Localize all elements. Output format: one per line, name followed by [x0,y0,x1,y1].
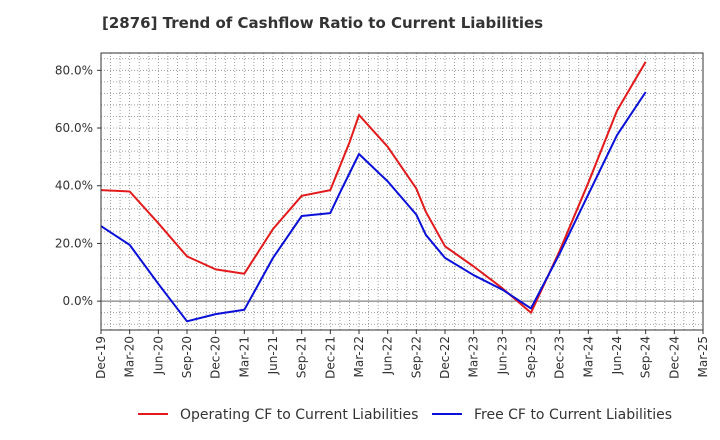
axis-ticks: 0.0% 20.0% 40.0% 60.0% 80.0% Dec-19 Mar-20 Jun-… [55,63,710,379]
x-tick-label: Jun-20 [151,336,165,375]
x-tick-label: Dec-23 [553,336,567,379]
x-tick-label: Mar-22 [352,336,366,377]
x-tick-label: Sep-24 [639,336,653,378]
y-tick-label: 20.0% [55,236,93,250]
x-tick-label: Dec-20 [209,336,223,379]
legend: Operating CF to Current Liabilities Free … [138,407,672,423]
x-tick-label: Dec-21 [323,336,337,379]
x-tick-label: Sep-21 [295,336,309,378]
series-lines [100,61,647,323]
plot-area [101,53,703,330]
x-tick-label: Mar-25 [696,336,710,377]
x-tick-label: Mar-24 [581,336,595,377]
x-tick-label: Mar-21 [237,336,251,377]
x-tick-label: Dec-22 [438,336,452,379]
x-tick-label: Mar-20 [123,336,137,377]
y-tick-label: 60.0% [55,121,93,135]
series-line [100,91,647,323]
x-tick-label: Jun-22 [381,336,395,375]
legend-label: Operating CF to Current Liabilities [180,407,418,423]
x-tick-label: Mar-23 [467,336,481,377]
x-tick-label: Sep-20 [180,336,194,378]
y-tick-label: 40.0% [55,179,93,193]
legend-label: Free CF to Current Liabilities [474,407,672,423]
x-tick-label: Dec-19 [94,336,108,379]
x-tick-label: Sep-22 [409,336,423,378]
x-tick-label: Jun-24 [610,336,624,375]
x-tick-label: Dec-24 [667,336,681,379]
plot-frame [100,52,704,331]
y-tick-label: 0.0% [63,294,94,308]
y-tick-label: 80.0% [55,63,93,77]
x-tick-label: Sep-23 [524,336,538,378]
x-tick-label: Jun-21 [266,336,280,375]
x-tick-label: Jun-23 [495,336,509,375]
chart-title: [2876] Trend of Cashflow Ratio to Curren… [102,14,544,32]
grid-lines [101,53,703,330]
